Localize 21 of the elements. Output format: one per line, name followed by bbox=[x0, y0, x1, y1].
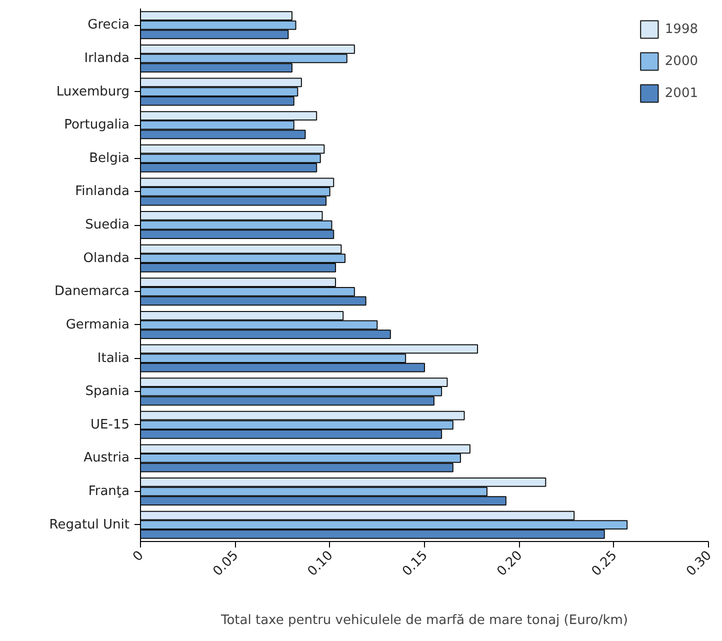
y-tick-label: Irlanda bbox=[84, 50, 130, 66]
y-tick-label: Regatul Unit bbox=[49, 517, 130, 532]
y-tick-label: Danemarca bbox=[54, 284, 130, 300]
x-axis-title: Total taxe pentru vehiculele de marfă de mare tonaj (Euro/km) bbox=[220, 613, 628, 628]
x-tick-label: 0 bbox=[130, 548, 147, 565]
y-tick-label: Spania bbox=[85, 384, 130, 400]
y-tick-label: Olanda bbox=[83, 250, 130, 266]
y-tick-label: Franţa bbox=[88, 484, 130, 500]
y-tick-label: Luxemburg bbox=[56, 84, 130, 100]
legend-label: 2001 bbox=[664, 86, 698, 100]
y-tick-label: UE-15 bbox=[90, 417, 130, 432]
legend-label: 1998 bbox=[664, 22, 698, 36]
legend-label: 2000 bbox=[664, 54, 698, 68]
y-tick-label: Finlanda bbox=[75, 184, 130, 200]
y-tick-label: Suedia bbox=[85, 218, 130, 233]
y-tick-label: Austria bbox=[84, 450, 130, 466]
y-tick-label: Italia bbox=[97, 350, 130, 366]
y-tick-label: Germania bbox=[66, 317, 130, 332]
y-tick-label: Grecia bbox=[88, 18, 130, 33]
y-tick-label: Portugalia bbox=[64, 118, 130, 133]
y-tick-label: Belgia bbox=[89, 150, 130, 166]
